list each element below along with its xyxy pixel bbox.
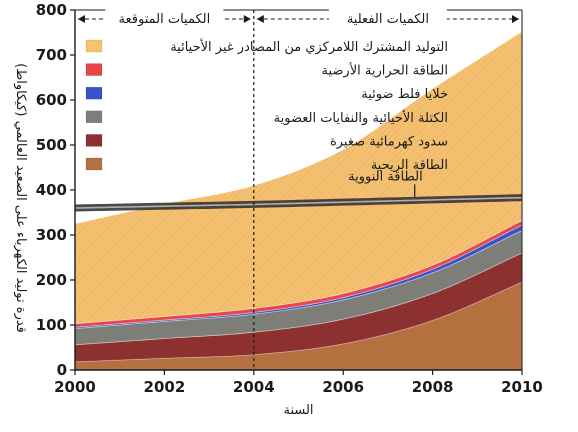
y-tick-label: 600 (36, 91, 67, 109)
legend-swatch-small-hydro (85, 134, 103, 147)
y-tick-label: 400 (36, 181, 67, 199)
y-tick-label: 0 (57, 361, 67, 379)
expected-arrowhead-left (78, 15, 85, 23)
actual-period-label: الكميات الفعلية (347, 12, 429, 27)
y-tick-label: 300 (36, 226, 67, 244)
axes-layer: 0 100 200 300 400 500 600 700 800 2000 2002 2004 200… (13, 1, 543, 418)
legend-label-biomass: الكتلة الأحيائية والنفايات العضوية (274, 109, 448, 126)
legend-label-photovoltaic: خلايا فلط ضوئية (361, 87, 448, 102)
expected-arrowhead-right (243, 15, 251, 23)
legend-label-geothermal: الطاقة الحرارية الأرضية (322, 62, 449, 79)
y-tick-label: 200 (36, 271, 67, 289)
x-tick-label: 2006 (322, 378, 364, 396)
x-tick-label: 2010 (501, 378, 543, 396)
period-header: الكميات المتوقعة الكميات الفعلية (78, 9, 519, 370)
y-tick-label: 500 (36, 136, 67, 154)
nuclear-band-highlight (74, 196, 523, 209)
x-tick-label: 2004 (233, 378, 275, 396)
legend: التوليد المشترك اللامركزي من المصادر غير… (85, 38, 449, 173)
expected-period-label: الكميات المتوقعة (119, 12, 211, 27)
y-tick-label: 100 (36, 316, 67, 334)
x-axis-title: السنة (283, 403, 313, 418)
legend-label-cogeneration: التوليد المشترك اللامركزي من المصادر غير… (170, 38, 448, 55)
legend-swatch-wind (85, 157, 103, 171)
legend-swatch-cogeneration (85, 39, 103, 53)
legend-swatch-geothermal (85, 63, 103, 76)
actual-arrowhead-right (512, 15, 519, 23)
legend-swatch-biomass (85, 110, 103, 124)
nuclear-label: الطاقة النووية (348, 169, 423, 184)
y-axis-title: قدرة توليد الكهرباء على الصعيد العالمي (… (13, 63, 28, 333)
y-tick-label: 700 (36, 46, 67, 64)
legend-label-wind: الطاقة الريحية (371, 158, 448, 173)
area-wind (75, 282, 522, 370)
x-tick-label: 2002 (144, 378, 186, 396)
x-tick-label: 2000 (54, 378, 96, 396)
expected-period-label-bg (105, 9, 224, 27)
x-tick-label: 2008 (412, 378, 454, 396)
legend-label-small-hydro: سدود كهرمائية صغيرة (330, 134, 448, 149)
actual-arrowhead-left (256, 15, 264, 23)
legend-swatch-photovoltaic (85, 86, 103, 100)
y-tick-label: 800 (36, 1, 67, 19)
actual-period-label-bg (328, 9, 447, 27)
nuclear-layer: الطاقة النووية (74, 169, 523, 212)
